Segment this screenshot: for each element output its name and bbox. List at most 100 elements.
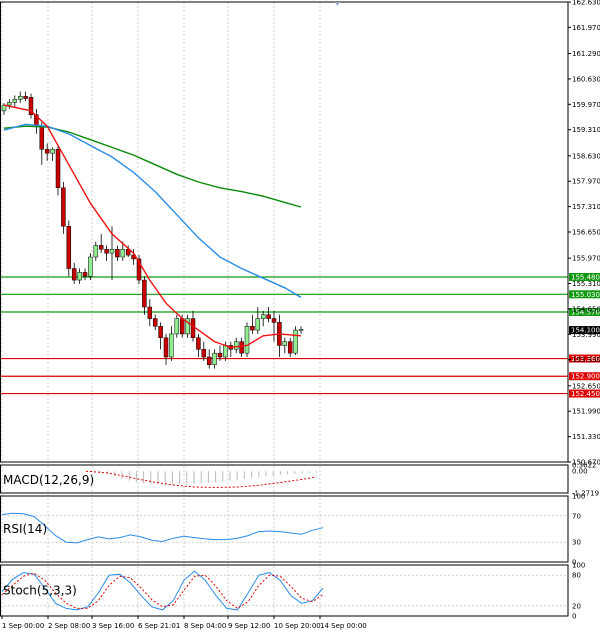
stoch-tick-label: 100 bbox=[572, 562, 585, 570]
time-tick-label: 10 Sep 20:00 bbox=[274, 622, 321, 630]
bearish-candle bbox=[66, 225, 72, 269]
support-level-badge bbox=[569, 354, 600, 363]
mid-moving-average-line bbox=[3, 123, 302, 299]
bearish-candle bbox=[23, 95, 28, 99]
bearish-candle bbox=[39, 125, 45, 150]
bearish-candle bbox=[104, 249, 109, 254]
bullish-candle bbox=[93, 245, 99, 258]
bearish-candle bbox=[201, 349, 207, 358]
bullish-candle bbox=[109, 249, 115, 254]
price-tick-label: 154.650 bbox=[572, 305, 600, 313]
bullish-candle bbox=[223, 345, 228, 358]
bearish-candle bbox=[115, 249, 120, 258]
bullish-candle bbox=[17, 95, 23, 100]
price-tick-label: 153.990 bbox=[572, 331, 600, 339]
bearish-candle bbox=[142, 279, 147, 308]
price-tick-label: 156.650 bbox=[572, 229, 600, 237]
bearish-candle bbox=[287, 341, 293, 354]
resistance-level-badge bbox=[569, 308, 600, 316]
bearish-candle bbox=[250, 325, 255, 331]
macd-panel-frame bbox=[0, 464, 569, 494]
rsi-tick-label: 70 bbox=[572, 512, 581, 520]
rsi-title: RSI(14) bbox=[3, 522, 47, 536]
bullish-candle bbox=[1, 104, 7, 112]
price-tick-label: 155.970 bbox=[572, 255, 600, 263]
bullish-candle bbox=[255, 318, 261, 331]
price-tick-label: 160.630 bbox=[572, 75, 600, 83]
price-axis: 162.630 161.970 161.290 160.630 159.970 159.3… bbox=[568, 0, 600, 467]
bearish-candle bbox=[98, 245, 104, 250]
macd-tick-label: 0.00 bbox=[572, 468, 588, 476]
price-tick-label: 159.970 bbox=[572, 101, 600, 109]
time-tick-label: 3 Sep 16:00 bbox=[92, 622, 134, 630]
macd-tick-label: 0.3622 bbox=[572, 462, 597, 470]
bearish-candle bbox=[44, 149, 50, 154]
bearish-candle bbox=[206, 356, 212, 365]
support-level-badge bbox=[569, 372, 600, 381]
bullish-candle bbox=[244, 325, 250, 354]
rsi-tick-label: 0 bbox=[572, 559, 576, 567]
bullish-candle bbox=[293, 329, 298, 354]
resistance-level-label: 155.030 bbox=[571, 291, 600, 299]
support-resistance-levels: 155.480 155.030 154.570 153.360 152.900 152.4… bbox=[0, 273, 600, 398]
resistance-level-label: 154.570 bbox=[571, 309, 600, 317]
macd-signal-line bbox=[85, 470, 317, 489]
bearish-candle bbox=[136, 258, 142, 281]
resistance-level-badge bbox=[569, 290, 600, 299]
bearish-candle bbox=[61, 187, 66, 227]
bearish-candle bbox=[196, 337, 201, 350]
bearish-candle bbox=[152, 318, 158, 327]
bearish-candle bbox=[179, 318, 185, 335]
bullish-candle bbox=[212, 352, 217, 365]
current-price-badge bbox=[569, 326, 600, 335]
support-level-label: 153.360 bbox=[571, 355, 600, 363]
stoch-panel: Stoch(5,3,3) 100 80 20 0 bbox=[0, 562, 585, 621]
time-tick-label: 2 Sep 08:00 bbox=[48, 622, 90, 630]
bearish-candle bbox=[271, 318, 277, 323]
price-tick-label: 157.970 bbox=[572, 178, 600, 186]
bullish-candle bbox=[50, 149, 55, 154]
time-tick-label: 14 Sep 00:00 bbox=[320, 622, 367, 630]
macd-title: MACD(12,26,9) bbox=[3, 473, 94, 487]
resistance-level-label: 155.480 bbox=[571, 274, 600, 282]
bearish-candle bbox=[239, 341, 244, 354]
bullish-candle bbox=[120, 249, 126, 258]
bearish-candle bbox=[28, 97, 34, 115]
bearish-candle bbox=[217, 352, 223, 358]
time-tick-label: 9 Sep 12:00 bbox=[228, 622, 270, 630]
bullish-candle bbox=[260, 314, 266, 319]
time-tick-label: 6 Sep 21:01 bbox=[138, 622, 180, 630]
bullish-candle bbox=[7, 102, 12, 106]
bearish-candle bbox=[266, 314, 271, 319]
current-price-label: 154.100 bbox=[571, 327, 600, 335]
price-tick-label: 161.290 bbox=[572, 50, 600, 58]
bullish-candle bbox=[282, 341, 288, 346]
scroll-marker-icon[interactable] bbox=[335, 2, 340, 6]
moving-averages bbox=[3, 104, 302, 349]
stoch-signal-line bbox=[1, 572, 324, 610]
price-tick-label: 157.310 bbox=[572, 203, 600, 211]
support-level-label: 152.450 bbox=[571, 390, 600, 398]
bullish-candle bbox=[174, 318, 180, 335]
rsi-panel: RSI(14) 100 70 30 0 bbox=[0, 493, 585, 567]
time-tick-label: 8 Sep 04:00 bbox=[184, 622, 226, 630]
bullish-candle bbox=[88, 256, 93, 277]
fast-moving-average-line bbox=[3, 104, 302, 349]
time-tick-label: 1 Sep 00:00 bbox=[2, 622, 44, 630]
stoch-main-line bbox=[1, 570, 324, 611]
bearish-candle bbox=[163, 337, 169, 358]
bearish-candle bbox=[147, 306, 153, 319]
price-tick-label: 152.650 bbox=[572, 382, 600, 390]
support-level-label: 152.900 bbox=[571, 373, 600, 381]
price-tick-label: 159.310 bbox=[572, 126, 600, 134]
stoch-panel-frame bbox=[0, 564, 569, 617]
macd-tick-label: -1.2719 bbox=[572, 490, 599, 498]
price-tick-label: 150.670 bbox=[572, 459, 600, 467]
price-tick-label: 151.330 bbox=[572, 433, 600, 441]
stoch-tick-label: 20 bbox=[572, 602, 581, 610]
stoch-title: Stoch(5,3,3) bbox=[3, 584, 77, 598]
bearish-candle bbox=[55, 149, 61, 189]
support-level-badge bbox=[569, 389, 600, 398]
